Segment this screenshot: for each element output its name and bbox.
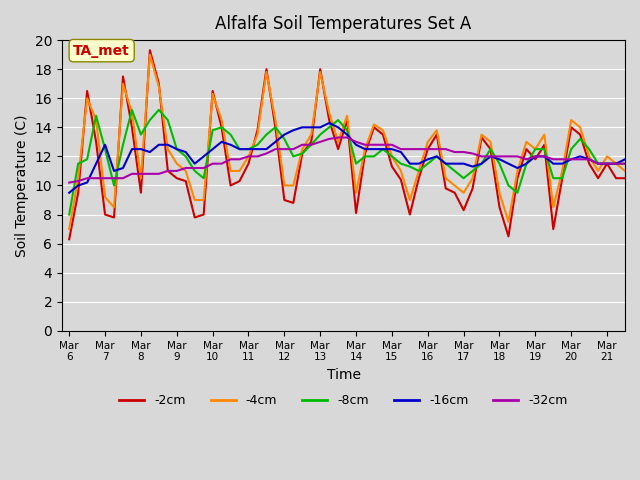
-2cm xyxy=(442,185,449,191)
-4cm xyxy=(388,154,396,159)
-16cm xyxy=(65,190,73,196)
-16cm xyxy=(298,124,306,130)
-16cm xyxy=(137,146,145,152)
-16cm xyxy=(630,156,638,162)
-32cm xyxy=(442,146,449,152)
-4cm xyxy=(65,226,73,232)
-2cm xyxy=(433,132,440,137)
Title: Alfalfa Soil Temperatures Set A: Alfalfa Soil Temperatures Set A xyxy=(216,15,472,33)
-16cm xyxy=(325,120,333,126)
-16cm xyxy=(388,146,396,152)
Line: -16cm: -16cm xyxy=(69,123,634,193)
-8cm xyxy=(433,154,440,159)
-8cm xyxy=(65,212,73,217)
-32cm xyxy=(630,161,638,167)
-2cm xyxy=(146,48,154,53)
-16cm xyxy=(433,154,440,159)
-4cm xyxy=(433,127,440,133)
-4cm xyxy=(352,190,360,196)
-2cm xyxy=(352,210,360,216)
Line: -32cm: -32cm xyxy=(69,137,634,182)
-8cm xyxy=(146,117,154,123)
-2cm xyxy=(137,190,145,196)
-4cm xyxy=(442,175,449,181)
-8cm xyxy=(388,154,396,159)
-32cm xyxy=(298,142,306,148)
-8cm xyxy=(352,161,360,167)
-2cm xyxy=(388,164,396,169)
-4cm xyxy=(137,175,145,181)
-16cm xyxy=(352,142,360,148)
-2cm xyxy=(65,236,73,242)
-32cm xyxy=(433,146,440,152)
-32cm xyxy=(65,180,73,185)
Line: -4cm: -4cm xyxy=(69,55,634,229)
-8cm xyxy=(128,107,136,113)
Text: TA_met: TA_met xyxy=(74,44,130,58)
X-axis label: Time: Time xyxy=(326,368,360,382)
-32cm xyxy=(137,171,145,177)
-32cm xyxy=(388,142,396,148)
-8cm xyxy=(630,161,638,167)
-4cm xyxy=(146,52,154,58)
-32cm xyxy=(352,139,360,145)
-2cm xyxy=(630,175,638,181)
Line: -2cm: -2cm xyxy=(69,50,634,239)
-4cm xyxy=(307,132,315,137)
-32cm xyxy=(334,134,342,140)
Y-axis label: Soil Temperature (C): Soil Temperature (C) xyxy=(15,114,29,257)
-16cm xyxy=(442,161,449,167)
Line: -8cm: -8cm xyxy=(69,110,634,215)
Legend: -2cm, -4cm, -8cm, -16cm, -32cm: -2cm, -4cm, -8cm, -16cm, -32cm xyxy=(115,389,573,412)
-2cm xyxy=(307,139,315,145)
-4cm xyxy=(630,168,638,174)
-8cm xyxy=(307,142,315,148)
-8cm xyxy=(442,161,449,167)
